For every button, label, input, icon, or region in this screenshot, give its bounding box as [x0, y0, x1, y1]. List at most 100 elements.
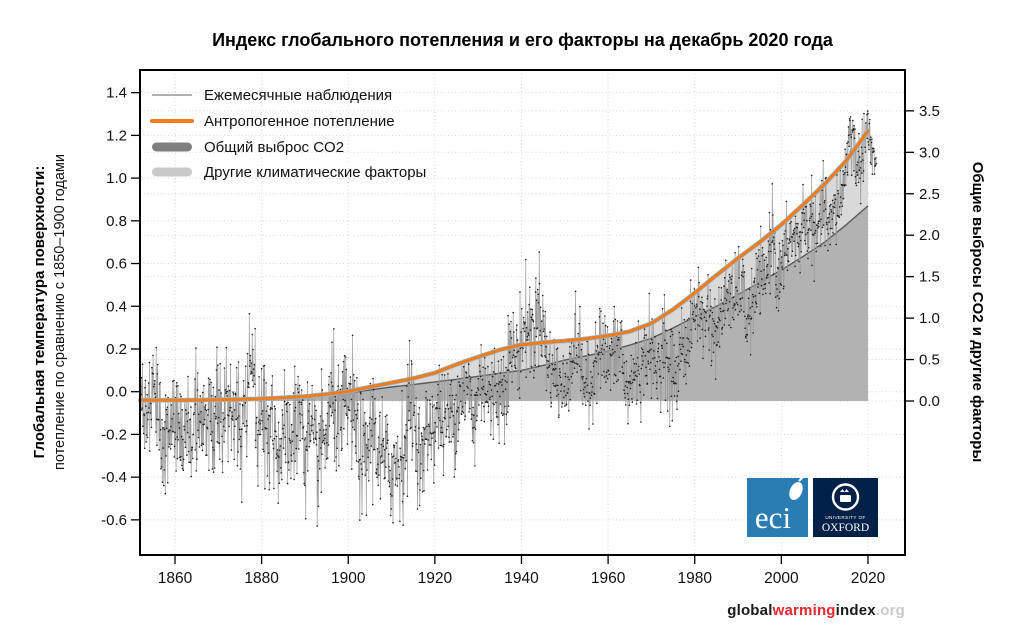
observation-dot	[368, 449, 371, 452]
observation-dot	[305, 448, 307, 451]
observation-dot	[253, 375, 255, 377]
observation-dot	[749, 307, 752, 309]
observation-dot	[324, 433, 327, 436]
observation-dot	[186, 431, 189, 434]
observation-dot	[294, 460, 297, 462]
observation-dot	[699, 337, 701, 339]
observation-dot	[447, 425, 450, 428]
observation-dot	[226, 395, 228, 397]
observation-dot	[770, 265, 772, 268]
observation-dot	[150, 402, 152, 405]
observation-dot	[517, 350, 520, 353]
observation-dot	[542, 330, 545, 333]
observation-dot	[370, 445, 373, 447]
observation-dot	[857, 150, 859, 153]
observation-dot	[732, 296, 735, 299]
observation-dot	[482, 385, 485, 388]
observation-dot	[795, 254, 797, 257]
observation-dot	[460, 413, 463, 416]
observation-dot	[842, 197, 845, 200]
observation-dot	[174, 431, 176, 434]
observation-dot	[680, 307, 683, 309]
observation-dot	[618, 339, 620, 341]
observation-dot	[475, 394, 477, 396]
observation-dot	[719, 310, 722, 313]
observation-dot	[354, 409, 356, 412]
observation-dot	[142, 425, 144, 428]
observation-dot	[391, 478, 394, 480]
observation-dot	[678, 331, 680, 334]
observation-dot	[766, 265, 768, 268]
observation-dot	[816, 242, 819, 245]
observation-dot	[450, 380, 453, 382]
observation-dot	[242, 404, 244, 407]
observation-dot	[363, 434, 365, 437]
observation-dot	[753, 277, 756, 280]
observation-dot	[379, 411, 381, 414]
observation-dot	[396, 477, 398, 480]
observation-dot	[573, 361, 575, 364]
left-tick-label: -0.2	[101, 426, 127, 443]
observation-dot	[716, 343, 718, 346]
observation-dot	[246, 352, 249, 355]
observation-dot	[731, 275, 733, 278]
observation-dot	[415, 443, 418, 445]
observation-dot	[784, 252, 786, 254]
observation-dot	[368, 480, 370, 482]
observation-dot	[322, 429, 325, 431]
observation-dot	[490, 389, 493, 391]
observation-dot	[656, 397, 659, 400]
observation-dot	[471, 413, 473, 416]
left-tick-label: 0.2	[106, 341, 127, 358]
observation-dot	[289, 442, 292, 444]
observation-dot	[751, 305, 753, 308]
observation-dot	[692, 318, 695, 321]
observation-dot	[662, 377, 665, 379]
observation-dot	[771, 241, 773, 244]
observation-dot	[749, 315, 751, 317]
x-tick-label: 1900	[331, 570, 366, 587]
observation-dot	[165, 408, 168, 411]
observation-dot	[241, 428, 243, 430]
observation-dot	[521, 360, 524, 362]
observation-dot	[550, 402, 553, 404]
observation-dot	[426, 425, 428, 428]
observation-dot	[440, 444, 443, 447]
observation-dot	[520, 331, 522, 333]
observation-dot	[156, 373, 159, 375]
observation-dot	[597, 353, 600, 356]
observation-dot	[225, 392, 227, 395]
observation-dot	[515, 329, 518, 331]
observation-dot	[586, 340, 588, 343]
observation-dot	[660, 411, 662, 414]
observation-dot	[646, 382, 649, 385]
observation-dot	[193, 413, 195, 416]
observation-dot	[750, 317, 753, 320]
observation-dot	[798, 260, 800, 263]
observation-dot	[673, 395, 676, 397]
observation-dot	[516, 339, 519, 341]
observation-dot	[350, 420, 352, 423]
observation-dot	[811, 213, 814, 215]
observation-dot	[213, 449, 215, 451]
observation-dot	[813, 221, 816, 224]
observation-dot	[569, 353, 572, 355]
observation-dot	[662, 361, 664, 364]
observation-dot	[711, 333, 713, 336]
observation-dot	[842, 170, 844, 172]
observation-dot	[765, 292, 767, 295]
observation-dot	[395, 442, 398, 444]
observation-dot	[414, 429, 416, 432]
observation-dot	[226, 390, 229, 393]
observation-dot	[379, 497, 382, 500]
observation-dot	[637, 369, 639, 372]
observation-dot	[491, 395, 494, 398]
observation-dot	[496, 390, 499, 393]
observation-dot	[861, 118, 863, 121]
observation-dot	[863, 112, 865, 115]
observation-dot	[238, 438, 240, 441]
observation-dot	[347, 406, 350, 408]
observation-dot	[870, 136, 872, 138]
observation-dot	[626, 386, 628, 389]
observation-dot	[513, 331, 515, 333]
